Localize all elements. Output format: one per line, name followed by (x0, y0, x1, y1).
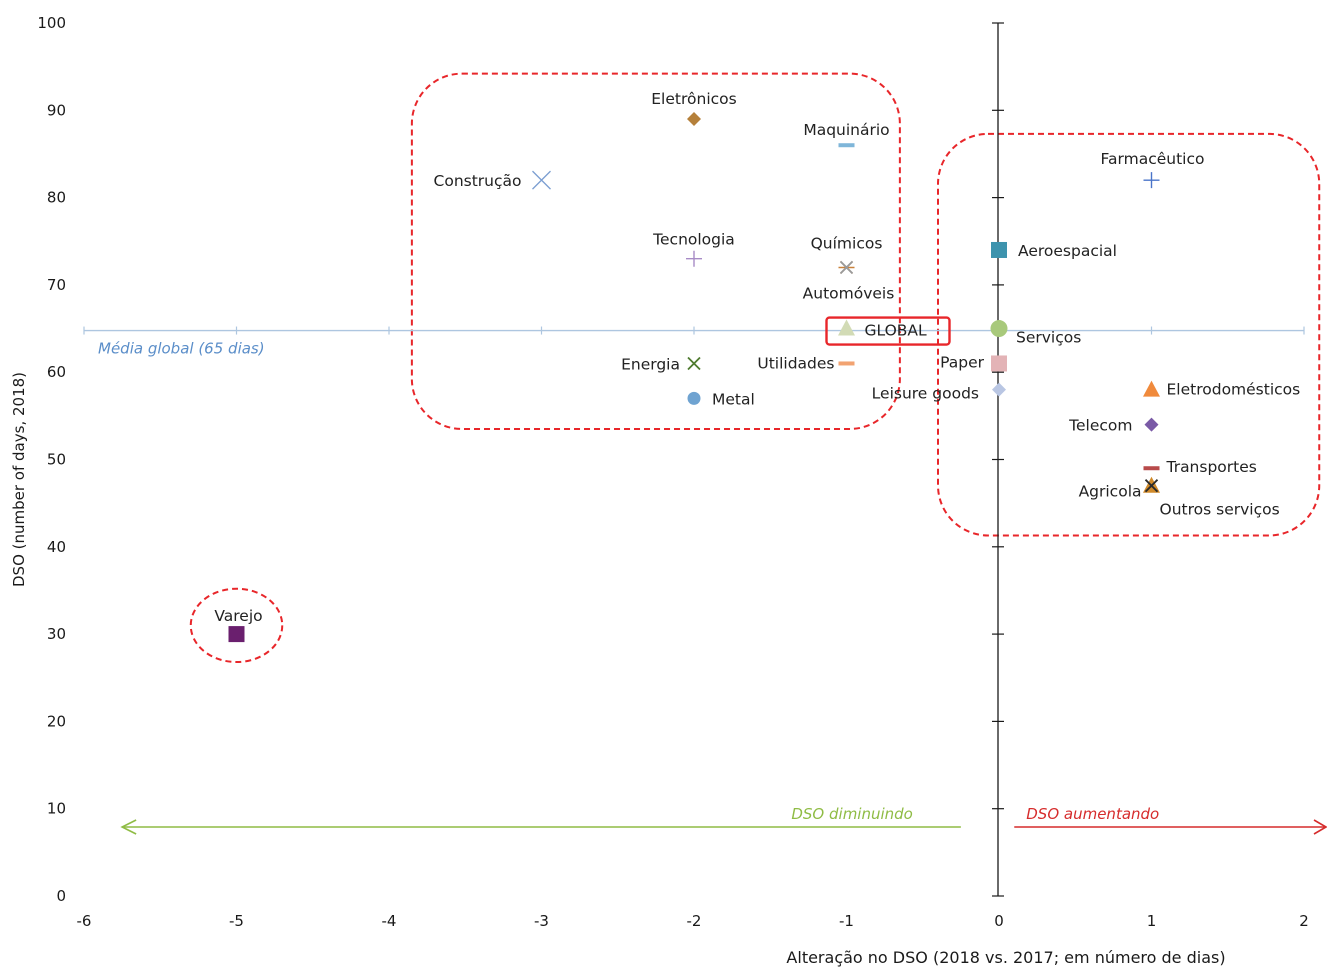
point-leisure-goods (992, 382, 1006, 397)
arrow-increasing-label: DSO aumentando (1026, 805, 1159, 823)
y-tick-label: 70 (47, 276, 66, 294)
arrow-increasing-head (1313, 819, 1327, 835)
label-leisure-goods: Leisure goods (872, 385, 979, 403)
x-tick-label: 0 (994, 912, 1004, 930)
point-tecnologia (686, 250, 702, 267)
label-aeroespacial: Aeroespacial (1018, 242, 1117, 260)
point-aeroespacial (991, 241, 1007, 258)
global-highlight-box (825, 316, 951, 346)
label-telecom: Telecom (1068, 417, 1132, 435)
label-agricola: Agricola (1079, 483, 1142, 501)
y-tick-label: 50 (47, 451, 66, 469)
x-tick-label: 2 (1299, 912, 1309, 930)
label-tecnologia: Tecnologia (652, 231, 735, 249)
label-construcao: Construção (434, 172, 522, 190)
point-farmaceutico (1143, 172, 1160, 189)
y-tick-label: 10 (47, 800, 66, 818)
label-quimicos: Químicos (811, 234, 883, 252)
average-line-label: Média global (65 dias) (98, 340, 265, 358)
label-transportes: Transportes (1166, 458, 1257, 476)
point-metal (687, 391, 701, 405)
highlight-region-varejo (189, 587, 284, 664)
y-tick-label: 60 (47, 363, 66, 381)
x-tick-label: 1 (1147, 912, 1157, 930)
point-transportes (1143, 466, 1160, 471)
point-eletronicos (687, 112, 701, 127)
x-tick-label: -2 (687, 912, 702, 930)
point-global (838, 319, 855, 336)
point-telecom (1144, 417, 1159, 432)
point-energia (687, 356, 701, 371)
point-servicos (990, 320, 1008, 338)
label-eletrodomesticos: Eletrodomésticos (1167, 381, 1301, 399)
point-automoveis (839, 260, 854, 275)
label-paper: Paper (940, 353, 985, 371)
x-tick-label: -1 (839, 912, 854, 930)
x-tick-label: -4 (382, 912, 397, 930)
arrow-decreasing-head (120, 819, 137, 835)
label-varejo: Varejo (214, 607, 262, 625)
point-utilidades (838, 361, 855, 366)
point-eletrodomesticos (1143, 380, 1160, 397)
label-eletronicos: Eletrônicos (651, 90, 736, 108)
highlight-region-right (937, 132, 1321, 537)
point-varejo (228, 626, 245, 643)
point-construcao (532, 170, 551, 190)
arrow-decreasing-label: DSO diminuindo (791, 805, 913, 823)
label-outros-servicos: Outros serviços (1160, 501, 1280, 519)
y-tick-label: 30 (47, 625, 66, 643)
highlight-region-left (410, 72, 901, 430)
point-outros-servicos (1144, 479, 1159, 493)
label-automoveis: Automóveis (803, 284, 895, 302)
x-tick-label: -3 (534, 912, 549, 930)
label-servicos: Serviços (1016, 329, 1081, 347)
point-paper (991, 355, 1007, 372)
y-tick-label: 40 (47, 538, 66, 556)
x-axis-title: Alteração no DSO (2018 vs. 2017; em núme… (786, 948, 1225, 967)
y-tick-label: 90 (47, 101, 66, 119)
label-global: GLOBAL (865, 322, 928, 340)
point-maquinario (838, 143, 855, 148)
label-utilidades: Utilidades (757, 354, 834, 372)
y-tick-label: 0 (56, 887, 66, 905)
x-tick-label: -6 (77, 912, 92, 930)
y-tick-label: 100 (37, 14, 66, 32)
x-tick-label: -5 (229, 912, 244, 930)
label-farmaceutico: Farmacêutico (1101, 150, 1205, 168)
label-maquinario: Maquinário (803, 121, 889, 139)
label-energia: Energia (621, 355, 680, 373)
y-tick-label: 20 (47, 712, 66, 730)
y-tick-label: 80 (47, 189, 66, 207)
label-metal: Metal (712, 390, 755, 408)
y-axis-title: DSO (number of days, 2018) (10, 372, 28, 587)
